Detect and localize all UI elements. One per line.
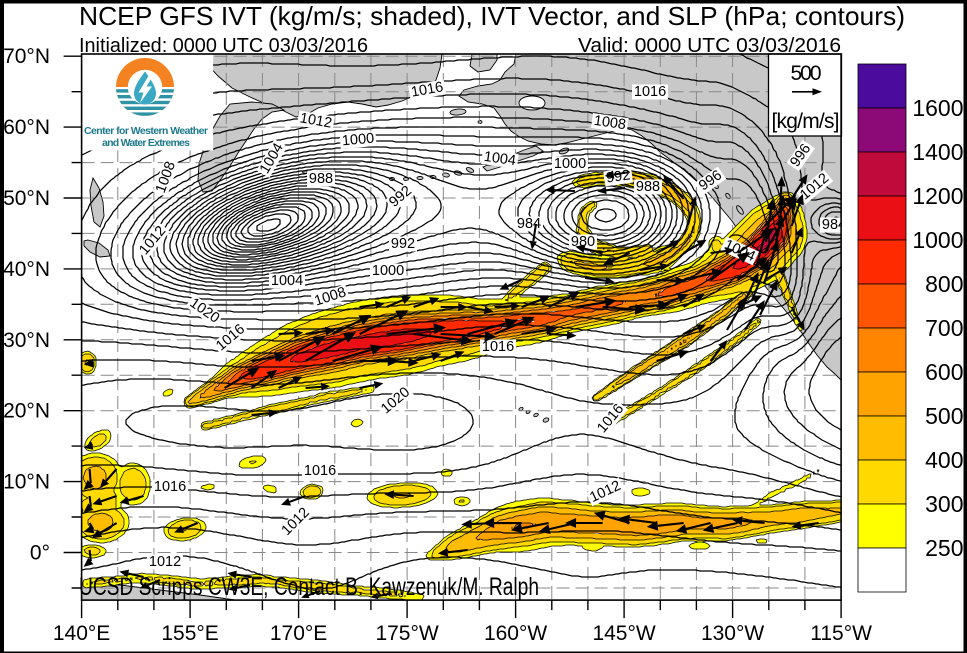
svg-text:1200: 1200 bbox=[912, 183, 963, 209]
svg-text:140°E: 140°E bbox=[53, 622, 110, 645]
svg-text:300: 300 bbox=[925, 491, 963, 517]
svg-text:984: 984 bbox=[822, 217, 846, 233]
svg-text:984: 984 bbox=[517, 216, 541, 232]
svg-text:160°W: 160°W bbox=[484, 622, 547, 645]
svg-text:[kg/m/s]: [kg/m/s] bbox=[772, 110, 840, 133]
svg-text:1016: 1016 bbox=[154, 479, 186, 495]
svg-text:Initialized: 0000 UTC 03/03/20: Initialized: 0000 UTC 03/03/2016 bbox=[79, 35, 368, 57]
svg-text:UCSD Scripps CW3E, Contact B.: UCSD Scripps CW3E, Contact B. Kawzenuk/M… bbox=[79, 573, 539, 601]
svg-text:70°N: 70°N bbox=[3, 45, 50, 68]
svg-text:60°N: 60°N bbox=[3, 116, 50, 139]
svg-text:1012: 1012 bbox=[149, 554, 181, 570]
svg-text:155°E: 155°E bbox=[161, 622, 218, 645]
svg-text:1004: 1004 bbox=[483, 149, 517, 169]
svg-text:Valid: 0000 UTC 03/03/2016: Valid: 0000 UTC 03/03/2016 bbox=[578, 35, 841, 57]
svg-text:1004: 1004 bbox=[271, 273, 303, 289]
svg-text:175°W: 175°W bbox=[375, 622, 438, 645]
svg-text:992: 992 bbox=[391, 236, 415, 252]
svg-text:1000: 1000 bbox=[372, 263, 404, 279]
svg-text:170°E: 170°E bbox=[270, 622, 327, 645]
svg-text:NCEP GFS IVT (kg/m/s; shaded),: NCEP GFS IVT (kg/m/s; shaded), IVT Vecto… bbox=[79, 1, 905, 31]
svg-text:1400: 1400 bbox=[912, 139, 963, 165]
svg-text:10°N: 10°N bbox=[3, 471, 50, 494]
svg-text:1008: 1008 bbox=[593, 113, 627, 133]
svg-text:988: 988 bbox=[309, 171, 333, 187]
svg-text:Center for Western Weather: Center for Western Weather bbox=[84, 125, 208, 137]
svg-text:600: 600 bbox=[925, 359, 963, 385]
svg-text:1016: 1016 bbox=[304, 463, 336, 479]
svg-text:1016: 1016 bbox=[634, 84, 666, 100]
svg-text:500: 500 bbox=[791, 62, 822, 85]
svg-text:980: 980 bbox=[571, 234, 595, 250]
svg-text:145°W: 145°W bbox=[592, 622, 655, 645]
svg-text:1000: 1000 bbox=[554, 156, 586, 172]
svg-text:1012: 1012 bbox=[299, 110, 334, 131]
svg-text:130°W: 130°W bbox=[701, 622, 764, 645]
svg-text:1016: 1016 bbox=[410, 79, 445, 100]
svg-text:1000: 1000 bbox=[341, 131, 375, 150]
svg-text:30°N: 30°N bbox=[3, 329, 50, 352]
svg-text:800: 800 bbox=[925, 271, 963, 297]
svg-text:40°N: 40°N bbox=[3, 258, 50, 281]
svg-text:1016: 1016 bbox=[482, 339, 514, 355]
svg-text:0°: 0° bbox=[30, 542, 50, 565]
svg-text:400: 400 bbox=[925, 447, 963, 473]
svg-text:and Water Extremes: and Water Extremes bbox=[102, 137, 190, 149]
svg-text:115°W: 115°W bbox=[810, 622, 872, 645]
svg-text:500: 500 bbox=[925, 403, 963, 429]
svg-text:250: 250 bbox=[925, 535, 963, 561]
svg-text:1600: 1600 bbox=[912, 95, 963, 121]
svg-text:1000: 1000 bbox=[912, 227, 963, 253]
svg-text:700: 700 bbox=[925, 315, 963, 341]
svg-text:988: 988 bbox=[636, 179, 660, 195]
svg-text:20°N: 20°N bbox=[3, 400, 50, 423]
svg-text:50°N: 50°N bbox=[3, 187, 50, 210]
